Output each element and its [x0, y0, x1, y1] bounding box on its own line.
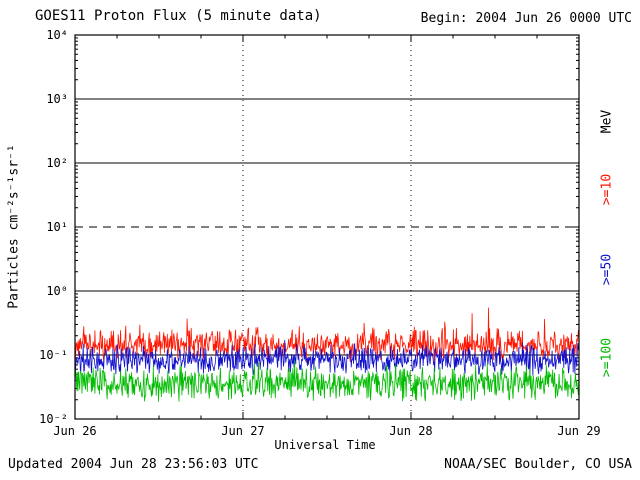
x-axis-title: Universal Time — [274, 438, 376, 452]
y-tick-1e0: 10⁰ — [46, 284, 68, 298]
y-tick-1e2: 10² — [46, 156, 68, 170]
legend-ge50-label: >=50 — [599, 253, 615, 286]
y-tick-1e4: 10⁴ — [46, 28, 68, 42]
credit-label: NOAA/SEC Boulder, CO USA — [444, 457, 632, 472]
x-tick-jun27: Jun 27 — [221, 424, 265, 438]
x-tick-jun29: Jun 29 — [557, 424, 601, 438]
chart-title: GOES11 Proton Flux (5 minute data) — [35, 8, 322, 24]
x-tick-jun26: Jun 26 — [53, 424, 97, 438]
right-axis-unit-label: MeV — [599, 109, 615, 134]
y-tick-1e-1: 10⁻¹ — [39, 348, 68, 362]
y-tick-1e3: 10³ — [46, 92, 68, 106]
begin-time-label: Begin: 2004 Jun 26 0000 UTC — [420, 11, 632, 26]
updated-timestamp: Updated 2004 Jun 28 23:56:03 UTC — [8, 457, 259, 472]
y-axis-title: Particles cm⁻²s⁻¹sr⁻¹ — [6, 144, 22, 309]
y-tick-1e-2: 10⁻² — [39, 412, 68, 426]
legend-ge100-label: >=100 — [599, 337, 615, 378]
x-tick-jun28: Jun 28 — [389, 424, 433, 438]
y-tick-1e1: 10¹ — [46, 220, 68, 234]
legend-ge10-label: >=10 — [599, 173, 615, 206]
